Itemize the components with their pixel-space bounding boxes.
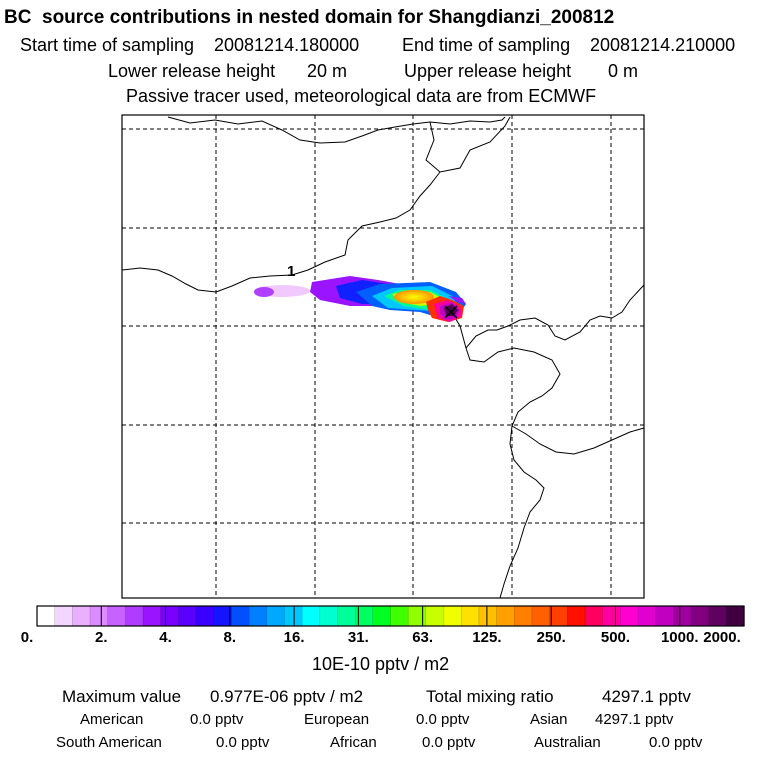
colorbar-swatch <box>567 606 586 626</box>
colorbar-tick-label: 8. <box>223 629 237 646</box>
map-frame <box>121 114 645 599</box>
plume-core <box>394 290 434 304</box>
total-mixing-label: Total mixing ratio <box>426 687 554 706</box>
colorbar-swatch <box>637 606 657 626</box>
start-time-value: 20081214.180000 <box>214 35 360 55</box>
graticule <box>122 115 644 598</box>
lower-height-label: Lower release height <box>108 61 276 81</box>
region-value: 0.0 pptv <box>216 734 270 751</box>
region-value: 0.0 pptv <box>416 711 470 728</box>
border-north <box>167 116 506 144</box>
colorbar-unit: 10E-10 pptv / m2 <box>312 654 450 674</box>
colorbar-tick-label: 63. <box>412 629 434 646</box>
colorbar-tick-label: 250. <box>536 629 566 646</box>
colorbar-swatch <box>72 606 91 626</box>
plume <box>254 276 466 322</box>
region-name: American <box>80 711 144 728</box>
colorbar-swatch <box>231 606 250 626</box>
max-value: 0.977E-06 pptv / m2 <box>210 687 364 706</box>
max-value-label: Maximum value <box>62 687 182 706</box>
border-east-lower <box>465 284 644 598</box>
colorbar-tick-label: 4. <box>159 629 172 646</box>
start-time-label: Start time of sampling <box>20 35 195 55</box>
end-time-value: 20081214.210000 <box>590 35 736 55</box>
colorbar-swatch <box>425 606 445 626</box>
colorbar-swatch <box>355 606 374 626</box>
colorbar-swatch <box>54 606 73 626</box>
colorbar-ticks <box>36 606 745 626</box>
colorbar-swatch <box>90 606 109 626</box>
colorbar-tick-label: 125. <box>472 629 502 646</box>
colorbar-swatch <box>673 606 692 626</box>
colorbar-swatch <box>549 606 568 626</box>
plume-edge-purple <box>448 296 466 304</box>
colorbar-swatch <box>213 606 233 626</box>
colorbar-tick-label: 2. <box>95 629 108 646</box>
region-name: Australian <box>534 734 601 751</box>
chart-title: BC source contributions in nested domain… <box>4 7 615 28</box>
region-value: 0.0 pptv <box>649 734 703 751</box>
colorbar-swatch <box>178 606 197 626</box>
colorbar-swatch <box>125 606 144 626</box>
colorbar-swatch <box>620 606 639 626</box>
colorbar-swatch <box>143 606 162 626</box>
colorbar-swatch <box>390 606 409 626</box>
colorbar-swatch <box>514 606 533 626</box>
colorbar-swatch <box>337 606 356 626</box>
colorbar-swatch <box>478 606 498 626</box>
colorbar <box>37 606 745 626</box>
colorbar-tick-label: 1000. <box>660 629 699 646</box>
coast-bay <box>511 425 644 455</box>
colorbar-swatch <box>531 606 551 626</box>
colorbar-swatch <box>602 606 621 626</box>
colorbar-swatch <box>690 606 710 626</box>
map-annotation: 1 <box>287 263 295 280</box>
total-mixing-value: 4297.1 pptv <box>602 687 691 706</box>
colorbar-swatch <box>372 606 392 626</box>
upper-height-value: 0 m <box>608 61 639 81</box>
colorbar-swatch <box>196 606 215 626</box>
colorbar-swatch <box>319 606 339 626</box>
colorbar-swatch <box>726 606 745 626</box>
colorbar-swatch <box>461 606 480 626</box>
colorbar-swatch <box>249 606 268 626</box>
upper-height-label: Upper release height <box>404 61 572 81</box>
colorbar-swatch <box>655 606 674 626</box>
colorbar-tick-label: 2000. <box>703 629 741 646</box>
end-time-label: End time of sampling <box>402 35 571 55</box>
colorbar-tick-label: 31. <box>347 629 369 646</box>
colorbar-swatch <box>408 606 427 626</box>
region-name: European <box>304 711 370 728</box>
colorbar-swatch <box>37 606 56 626</box>
colorbar-swatch <box>302 606 321 626</box>
tracer-note: Passive tracer used, meteorological data… <box>126 86 597 106</box>
region-name: Asian <box>530 711 568 728</box>
receptor-marker <box>444 305 458 319</box>
plume-max <box>444 304 458 316</box>
colorbar-swatch <box>160 606 179 626</box>
colorbar-swatch <box>266 606 286 626</box>
colorbar-swatch <box>708 606 727 626</box>
plume-tail-end <box>254 287 274 297</box>
region-name: African <box>330 734 377 751</box>
colorbar-swatch <box>107 606 126 626</box>
colorbar-tick-label: 500. <box>600 629 631 646</box>
region-value: 0.0 pptv <box>422 734 476 751</box>
colorbar-tick-label: 16. <box>283 629 305 646</box>
border-east-upper <box>425 116 511 173</box>
colorbar-swatch <box>584 606 604 626</box>
lower-height-value: 20 m <box>307 61 348 81</box>
colorbar-swatch <box>443 606 462 626</box>
region-value: 0.0 pptv <box>190 711 244 728</box>
border-mid <box>122 171 441 293</box>
colorbar-swatch <box>496 606 515 626</box>
colorbar-swatch <box>284 606 303 626</box>
region-name: South American <box>56 734 162 751</box>
region-value: 4297.1 pptv <box>595 711 674 728</box>
colorbar-tick-label: 0. <box>20 629 34 646</box>
